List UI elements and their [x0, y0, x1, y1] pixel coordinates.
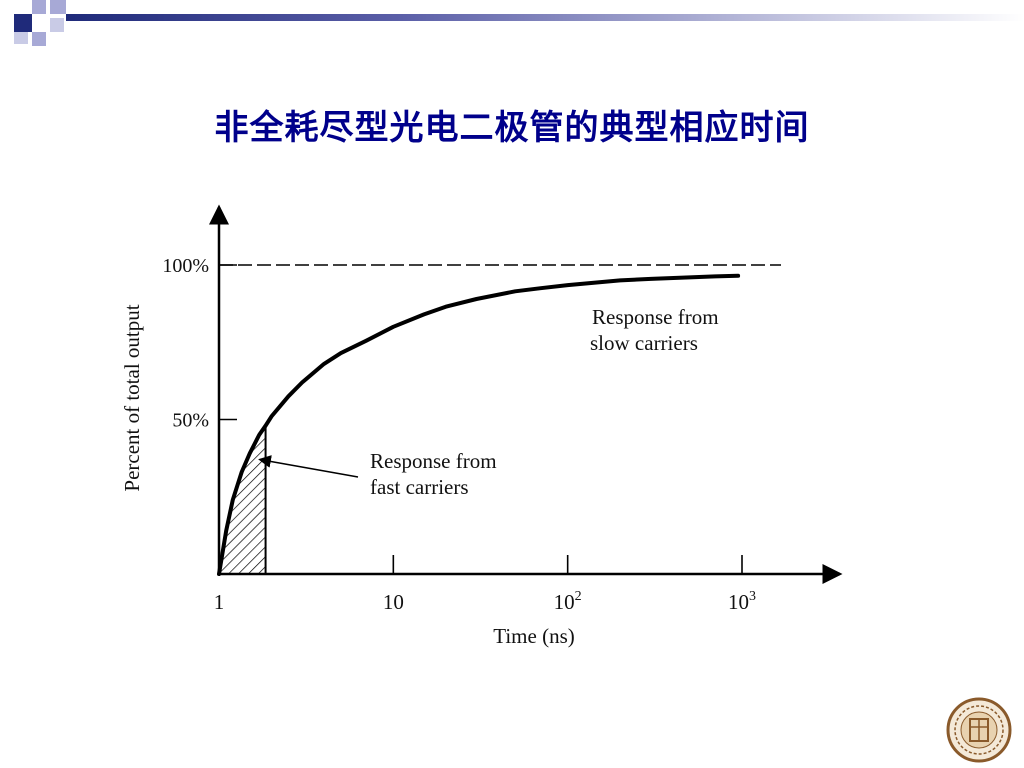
x-tick-label: 1: [214, 590, 225, 614]
y-axis-label: Percent of total output: [120, 304, 144, 491]
fast-carriers-pointer: [258, 455, 359, 478]
decor-square-light: [50, 18, 64, 32]
x-tick-label: 102: [554, 589, 582, 614]
university-seal-logo: [946, 697, 1012, 763]
decor-square-light: [50, 0, 66, 14]
title-bar-decoration: [14, 0, 1024, 46]
decor-square-light: [14, 32, 28, 44]
x-axis-label: Time (ns): [493, 624, 575, 648]
y-tick-label: 50%: [172, 410, 209, 432]
slow-carriers-annotation: Response from slow carriers: [590, 305, 719, 355]
decor-square-light: [32, 32, 46, 46]
fast-carrier-shaded-region: [219, 425, 266, 574]
x-tick-label: 103: [728, 589, 756, 614]
y-tick-label: 100%: [162, 255, 209, 277]
response-curve: [217, 273, 741, 576]
fast-carriers-annotation: Response from fast carriers: [370, 449, 497, 499]
decor-square-dark: [14, 14, 32, 32]
decor-square-light: [32, 0, 46, 14]
x-tick-label: 10: [383, 590, 404, 614]
slide-title: 非全耗尽型光电二极管的典型相应时间: [214, 108, 810, 148]
decor-gradient-bar: [66, 14, 1024, 21]
